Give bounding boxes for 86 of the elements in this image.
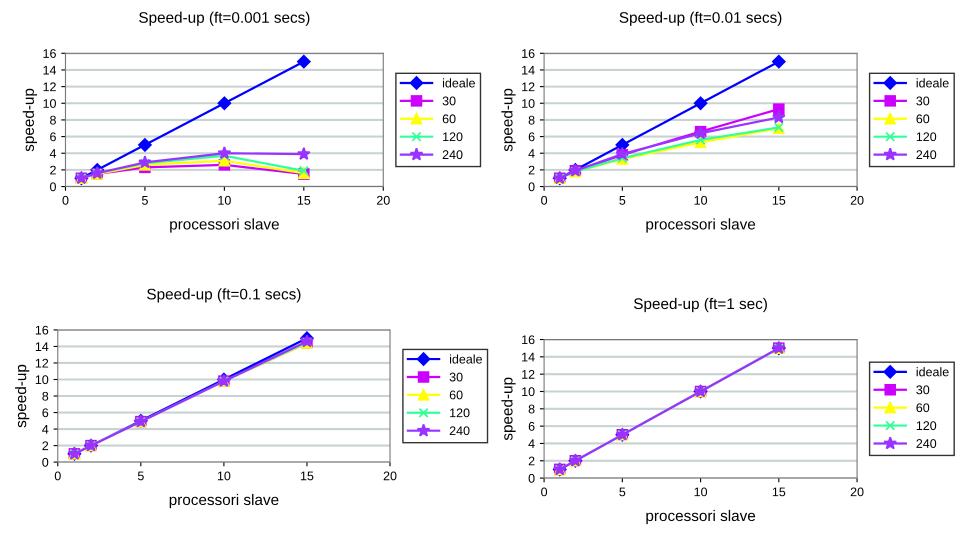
y-tick-label: 0 bbox=[50, 182, 56, 192]
y-tick-label: 12 bbox=[36, 358, 48, 368]
y-tick-label: 2 bbox=[528, 456, 534, 466]
y-tick-label: 6 bbox=[528, 422, 535, 431]
chart-title: Speed-up (ft=0.1 secs) bbox=[147, 288, 300, 303]
legend-label: 120 bbox=[916, 132, 936, 142]
y-tick-label: 16 bbox=[44, 49, 56, 58]
y-tick-label: 0 bbox=[42, 458, 48, 467]
x-axis-title: processori slave bbox=[170, 218, 279, 233]
legend-label: 120 bbox=[443, 132, 462, 142]
y-tick-label: 2 bbox=[42, 441, 48, 450]
x-tick-label: 20 bbox=[850, 196, 864, 205]
y-tick-label: 16 bbox=[36, 326, 48, 335]
y-tick-label: 6 bbox=[42, 408, 48, 418]
y-tick-label: 12 bbox=[44, 82, 56, 92]
legend-label: ideale bbox=[450, 354, 482, 364]
legend-label: ideale bbox=[442, 78, 475, 88]
y-tick-label: 12 bbox=[522, 370, 534, 379]
legend-label: 60 bbox=[916, 114, 930, 124]
x-tick-label: 20 bbox=[384, 471, 396, 480]
x-tick-label: 0 bbox=[62, 196, 68, 205]
y-tick-label: 2 bbox=[50, 166, 56, 174]
legend-label: 240 bbox=[916, 150, 936, 160]
chart-title: Speed-up (ft=1 sec) bbox=[634, 298, 767, 312]
legend-label: 30 bbox=[916, 385, 930, 394]
x-axis-title: processori slave bbox=[646, 218, 756, 233]
x-tick-label: 10 bbox=[694, 487, 708, 496]
x-tick-label: 10 bbox=[218, 196, 231, 205]
y-tick-label: 4 bbox=[528, 439, 535, 448]
y-tick-label: 4 bbox=[50, 149, 56, 158]
legend-label: 240 bbox=[916, 439, 936, 448]
x-tick-label: 10 bbox=[694, 196, 708, 205]
y-tick-label: 4 bbox=[528, 149, 535, 158]
legend-label: 60 bbox=[442, 114, 456, 124]
y-tick-label: 8 bbox=[50, 116, 56, 125]
legend-label: ideale bbox=[916, 78, 949, 88]
y-tick-label: 10 bbox=[522, 99, 535, 108]
y-tick-label: 14 bbox=[44, 66, 56, 74]
legend-label: ideale bbox=[916, 367, 949, 376]
x-axis-title: processori slave bbox=[170, 494, 278, 508]
y-tick-label: 12 bbox=[522, 82, 534, 92]
y-axis-title: speed-up bbox=[501, 88, 516, 152]
y-tick-label: 10 bbox=[36, 375, 48, 384]
x-tick-label: 5 bbox=[619, 488, 626, 496]
chart-title: Speed-up (ft=0.001 secs) bbox=[139, 12, 310, 26]
x-tick-label: 10 bbox=[218, 471, 230, 480]
x-axis-title: processori slave bbox=[646, 510, 756, 524]
x-tick-label: 15 bbox=[772, 488, 786, 496]
legend-label: 60 bbox=[450, 390, 463, 400]
y-tick-label: 8 bbox=[42, 392, 48, 401]
y-tick-label: 16 bbox=[522, 335, 535, 344]
legend-label: 30 bbox=[916, 96, 930, 106]
y-tick-label: 14 bbox=[36, 342, 48, 351]
y-tick-label: 4 bbox=[42, 424, 48, 434]
x-tick-label: 0 bbox=[541, 487, 548, 496]
x-tick-label: 20 bbox=[376, 196, 390, 205]
legend-label: 30 bbox=[450, 372, 463, 382]
y-tick-label: 10 bbox=[44, 99, 56, 108]
x-tick-label: 15 bbox=[298, 196, 310, 205]
legend-label: 120 bbox=[450, 408, 470, 418]
y-tick-label: 6 bbox=[50, 132, 56, 142]
x-tick-label: 15 bbox=[300, 472, 314, 480]
legend-label: 30 bbox=[442, 96, 456, 106]
y-tick-label: 16 bbox=[522, 49, 535, 58]
x-tick-label: 15 bbox=[772, 196, 786, 205]
y-axis-title: speed-up bbox=[15, 364, 30, 428]
y-tick-label: 2 bbox=[528, 166, 534, 174]
legend-label: 240 bbox=[450, 426, 470, 436]
chart-title: Speed-up (ft=0.01 secs) bbox=[620, 12, 782, 26]
y-tick-label: 6 bbox=[528, 132, 535, 142]
y-tick-label: 14 bbox=[522, 352, 535, 362]
x-tick-label: 0 bbox=[541, 196, 548, 205]
y-axis-title: speed-up bbox=[22, 88, 37, 152]
y-tick-label: 0 bbox=[528, 182, 535, 192]
y-tick-label: 14 bbox=[522, 66, 535, 74]
legend-label: 60 bbox=[916, 403, 930, 412]
y-tick-label: 8 bbox=[528, 404, 535, 414]
y-tick-label: 10 bbox=[522, 387, 535, 396]
x-tick-label: 5 bbox=[619, 196, 626, 205]
legend-label: 240 bbox=[442, 150, 462, 160]
y-tick-label: 8 bbox=[528, 116, 535, 125]
x-tick-label: 20 bbox=[850, 487, 864, 496]
x-tick-label: 5 bbox=[142, 196, 148, 205]
y-axis-title: speed-up bbox=[501, 378, 516, 440]
legend-label: 120 bbox=[916, 421, 936, 430]
x-tick-label: 5 bbox=[138, 472, 144, 480]
